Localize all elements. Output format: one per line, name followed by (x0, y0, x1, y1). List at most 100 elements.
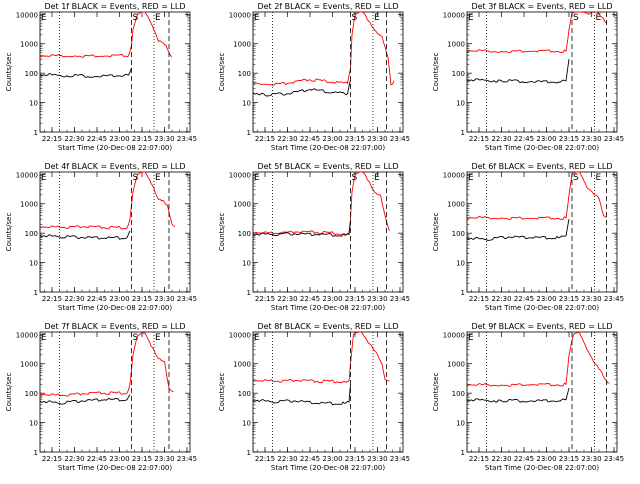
y-tick-label: 1000 (233, 361, 251, 369)
series-line-lld (466, 171, 607, 220)
y-tick-label: 1 (461, 129, 465, 137)
x-axis-label: Start Time (20-Dec-08 22:07:00) (271, 464, 385, 472)
y-axis-label: Counts/sec (432, 213, 440, 252)
y-tick-label: 1 (247, 289, 251, 297)
panel-6: Det 6f BLACK = Events, RED = LLD 1 10 100 10… (432, 162, 624, 312)
x-tick-label: 22:15 (255, 135, 275, 143)
x-axis-label: Start Time (20-Dec-08 22:07:00) (58, 144, 172, 152)
x-tick-label: 22:45 (300, 295, 320, 303)
series-line-events (466, 387, 570, 403)
x-tick-label: 23:45 (604, 455, 624, 463)
x-tick-label: 22:15 (42, 135, 62, 143)
x-tick-label: 23:00 (322, 455, 342, 463)
panel-5: Det 5f BLACK = Events, RED = LLD 1 10 100 10… (218, 162, 410, 312)
y-tick-label: 100 (25, 70, 38, 78)
time-marker-label: E (254, 173, 260, 183)
x-tick-label: 23:15 (345, 295, 365, 303)
time-marker-label: E (155, 13, 161, 23)
x-tick-label: 22:30 (64, 295, 84, 303)
y-tick-label: 1000 (233, 201, 251, 209)
time-marker-label: E (468, 333, 474, 343)
panel-title: Det 1f BLACK = Events, RED = LLD (44, 2, 185, 11)
x-tick-label: 22:45 (87, 295, 107, 303)
x-tick-label: 23:45 (390, 295, 410, 303)
y-tick-label: 10 (242, 260, 251, 268)
series-line-events (252, 221, 351, 237)
x-tick-label: 22:45 (300, 135, 320, 143)
plot-frame (39, 171, 191, 293)
y-tick-label: 1 (461, 449, 465, 457)
x-tick-label: 23:15 (345, 135, 365, 143)
y-tick-label: 10000 (443, 331, 465, 339)
y-tick-label: 1000 (20, 201, 38, 209)
y-axis-label: Counts/sec (5, 213, 13, 252)
y-tick-label: 100 (25, 230, 38, 238)
y-tick-label: 1000 (447, 41, 465, 49)
x-tick-label: 22:15 (255, 295, 275, 303)
panel-title: Det 2f BLACK = Events, RED = LLD (257, 2, 398, 11)
y-tick-label: 1000 (20, 361, 38, 369)
series-line-lld (466, 11, 607, 54)
y-tick-label: 10000 (443, 171, 465, 179)
x-tick-label: 22:15 (469, 135, 489, 143)
x-tick-label: 23:00 (109, 455, 129, 463)
x-axis-label: Start Time (20-Dec-08 22:07:00) (58, 464, 172, 472)
series-line-events (39, 230, 131, 240)
y-axis-label: Counts/sec (432, 373, 440, 412)
x-tick-label: 23:30 (154, 295, 174, 303)
y-tick-label: 1000 (20, 41, 38, 49)
y-tick-label: 1 (461, 289, 465, 297)
series-line-events (252, 79, 351, 97)
x-axis-label: Start Time (20-Dec-08 22:07:00) (271, 144, 385, 152)
y-axis-label: Counts/sec (5, 53, 13, 92)
y-tick-label: 10 (456, 100, 465, 108)
panel-7: Det 7f BLACK = Events, RED = LLD 1 10 100 10… (5, 322, 197, 472)
x-tick-label: 23:00 (109, 135, 129, 143)
y-axis-label: Counts/sec (432, 53, 440, 92)
x-tick-label: 22:45 (87, 135, 107, 143)
x-tick-label: 22:45 (87, 455, 107, 463)
time-marker-label: E (468, 13, 474, 23)
time-marker-label: E (596, 13, 602, 23)
x-tick-label: 23:30 (581, 455, 601, 463)
x-tick-label: 23:45 (604, 295, 624, 303)
y-tick-label: 10000 (229, 11, 251, 19)
x-tick-label: 23:00 (536, 455, 556, 463)
panel-title: Det 9f BLACK = Events, RED = LLD (471, 322, 612, 331)
x-axis-label: Start Time (20-Dec-08 22:07:00) (58, 304, 172, 312)
y-tick-label: 1 (247, 129, 251, 137)
x-tick-label: 23:45 (177, 135, 197, 143)
panel-9: Det 9f BLACK = Events, RED = LLD 1 10 100 10… (432, 322, 624, 472)
y-tick-label: 10 (242, 420, 251, 428)
x-tick-label: 23:00 (322, 295, 342, 303)
x-tick-label: 23:15 (132, 135, 152, 143)
panel-8: Det 8f BLACK = Events, RED = LLD 1 10 100 10… (218, 322, 410, 472)
x-tick-label: 23:30 (154, 135, 174, 143)
x-tick-label: 22:45 (514, 135, 534, 143)
panel-title: Det 8f BLACK = Events, RED = LLD (257, 322, 398, 331)
time-marker-label: S (352, 173, 358, 183)
x-tick-label: 23:15 (132, 455, 152, 463)
x-tick-label: 22:30 (277, 455, 297, 463)
x-tick-label: 22:15 (42, 295, 62, 303)
x-axis-label: Start Time (20-Dec-08 22:07:00) (485, 464, 599, 472)
plot-frame (252, 331, 404, 453)
x-tick-label: 23:30 (367, 135, 387, 143)
y-tick-label: 100 (238, 230, 251, 238)
y-tick-label: 100 (238, 70, 251, 78)
time-marker-label: S (573, 173, 579, 183)
x-tick-label: 23:45 (390, 455, 410, 463)
time-marker-label: E (155, 333, 161, 343)
time-marker-label: S (133, 333, 139, 343)
panel-4: Det 4f BLACK = Events, RED = LLD 1 10 100 10… (5, 162, 197, 312)
x-axis-label: Start Time (20-Dec-08 22:07:00) (485, 304, 599, 312)
series-line-lld (252, 331, 390, 384)
series-line-events (39, 67, 132, 78)
x-tick-label: 23:00 (536, 295, 556, 303)
x-tick-label: 23:15 (559, 135, 579, 143)
x-tick-label: 22:15 (42, 455, 62, 463)
x-tick-label: 22:30 (277, 135, 297, 143)
series-line-lld (39, 11, 173, 58)
series-line-lld (39, 171, 176, 230)
x-tick-label: 23:45 (177, 295, 197, 303)
